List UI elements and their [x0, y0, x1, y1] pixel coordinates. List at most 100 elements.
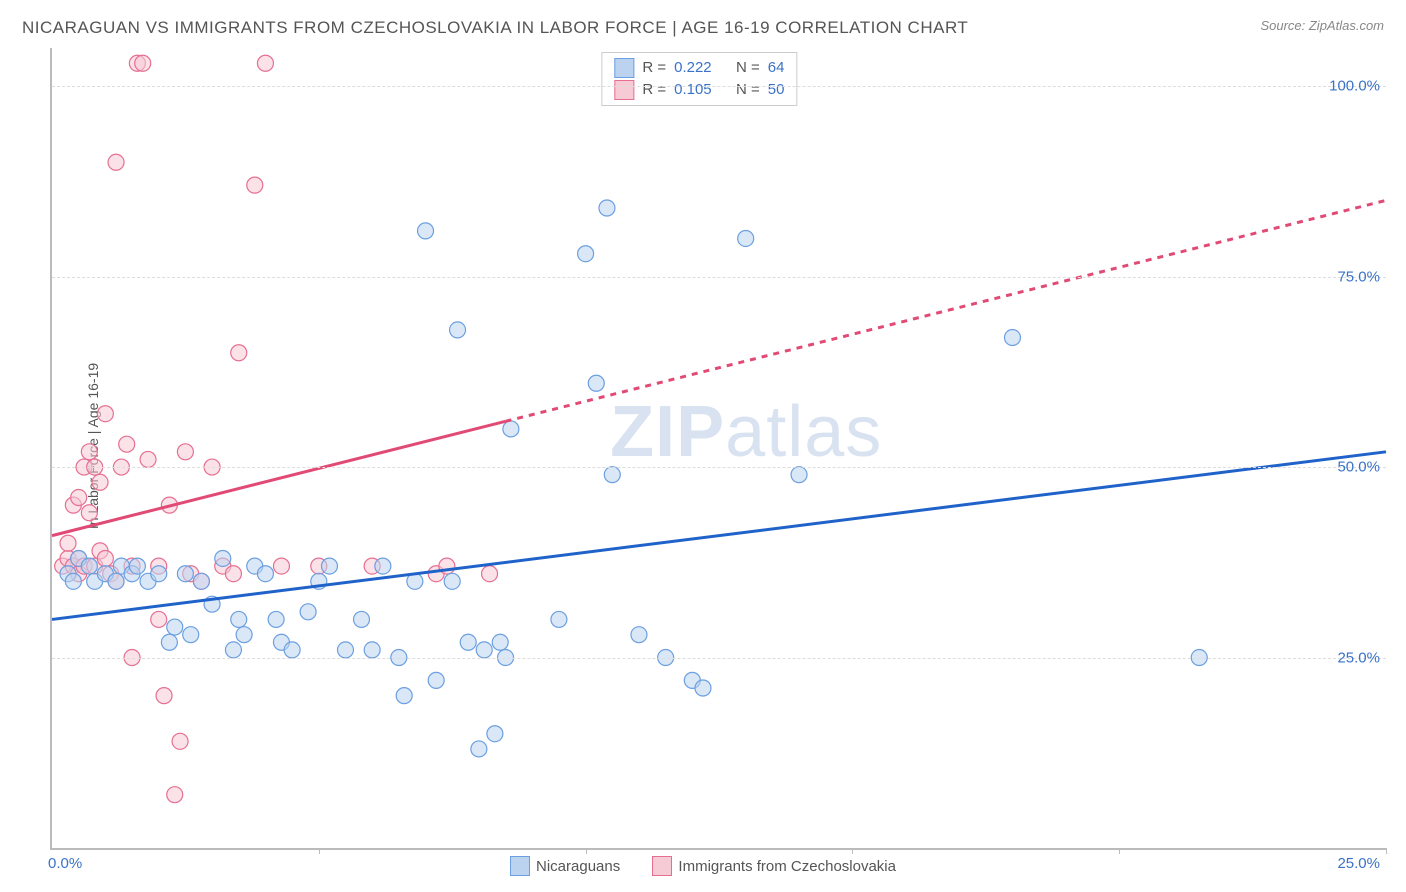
grid-line	[52, 658, 1386, 659]
data-point	[81, 505, 97, 521]
data-point	[273, 558, 289, 574]
data-point	[177, 566, 193, 582]
data-point	[231, 345, 247, 361]
legend-row-a: R = 0.222 N = 64	[614, 57, 784, 79]
data-point	[428, 672, 444, 688]
data-point	[418, 223, 434, 239]
data-point	[167, 787, 183, 803]
legend-item-a: Nicaraguans	[510, 856, 620, 876]
y-grid-label: 25.0%	[1337, 649, 1380, 666]
data-point	[321, 558, 337, 574]
data-point	[695, 680, 711, 696]
data-point	[588, 375, 604, 391]
data-point	[396, 688, 412, 704]
data-point	[599, 200, 615, 216]
data-point	[156, 688, 172, 704]
data-point	[92, 474, 108, 490]
chart-title: NICARAGUAN VS IMMIGRANTS FROM CZECHOSLOV…	[22, 18, 968, 38]
r-value-b: 0.105	[674, 79, 712, 101]
data-point	[97, 550, 113, 566]
data-point	[337, 642, 353, 658]
r-label-a: R =	[642, 57, 666, 79]
data-point	[129, 558, 145, 574]
data-point	[791, 467, 807, 483]
legend-item-b: Immigrants from Czechoslovakia	[652, 856, 896, 876]
regression-line	[506, 200, 1386, 421]
y-grid-label: 75.0%	[1337, 268, 1380, 285]
legend-label-b: Immigrants from Czechoslovakia	[678, 858, 896, 875]
source-credit: Source: ZipAtlas.com	[1260, 18, 1384, 33]
data-point	[172, 733, 188, 749]
y-grid-label: 100.0%	[1329, 78, 1380, 95]
swatch-b	[614, 80, 634, 100]
x-tick	[319, 848, 320, 854]
n-value-b: 50	[768, 79, 785, 101]
swatch-a	[614, 58, 634, 78]
scatter-plot-svg	[52, 48, 1386, 848]
n-value-a: 64	[768, 57, 785, 79]
data-point	[177, 444, 193, 460]
data-point	[65, 573, 81, 589]
data-point	[135, 55, 151, 71]
data-point	[231, 611, 247, 627]
correlation-legend: R = 0.222 N = 64 R = 0.105 N = 50	[601, 52, 797, 106]
r-label-b: R =	[642, 79, 666, 101]
data-point	[161, 634, 177, 650]
data-point	[482, 566, 498, 582]
legend-swatch-a	[510, 856, 530, 876]
n-label-b: N =	[736, 79, 760, 101]
grid-line	[52, 467, 1386, 468]
data-point	[450, 322, 466, 338]
regression-line	[52, 452, 1386, 620]
data-point	[81, 444, 97, 460]
data-point	[119, 436, 135, 452]
data-point	[140, 451, 156, 467]
data-point	[364, 642, 380, 658]
data-point	[375, 558, 391, 574]
data-point	[108, 573, 124, 589]
data-point	[247, 177, 263, 193]
grid-line	[52, 86, 1386, 87]
data-point	[225, 642, 241, 658]
x-tick	[1386, 848, 1387, 854]
data-point	[183, 627, 199, 643]
r-value-a: 0.222	[674, 57, 712, 79]
n-label-a: N =	[736, 57, 760, 79]
chart-area: ZIPatlas R = 0.222 N = 64 R = 0.105 N = …	[50, 48, 1386, 850]
data-point	[167, 619, 183, 635]
grid-line	[52, 277, 1386, 278]
data-point	[268, 611, 284, 627]
data-point	[738, 230, 754, 246]
data-point	[578, 246, 594, 262]
data-point	[97, 406, 113, 422]
data-point	[257, 566, 273, 582]
data-point	[476, 642, 492, 658]
data-point	[108, 154, 124, 170]
data-point	[300, 604, 316, 620]
data-point	[487, 726, 503, 742]
data-point	[471, 741, 487, 757]
regression-line	[52, 421, 506, 535]
data-point	[81, 558, 97, 574]
data-point	[353, 611, 369, 627]
data-point	[551, 611, 567, 627]
data-point	[284, 642, 300, 658]
data-point	[60, 535, 76, 551]
data-point	[604, 467, 620, 483]
x-tick	[586, 848, 587, 854]
legend-label-a: Nicaraguans	[536, 858, 620, 875]
data-point	[503, 421, 519, 437]
data-point	[225, 566, 241, 582]
series-legend: Nicaraguans Immigrants from Czechoslovak…	[0, 856, 1406, 880]
data-point	[257, 55, 273, 71]
legend-row-b: R = 0.105 N = 50	[614, 79, 784, 101]
data-point	[71, 490, 87, 506]
data-point	[1004, 330, 1020, 346]
data-point	[444, 573, 460, 589]
legend-swatch-b	[652, 856, 672, 876]
data-point	[460, 634, 476, 650]
data-point	[215, 550, 231, 566]
data-point	[193, 573, 209, 589]
x-tick	[1119, 848, 1120, 854]
data-point	[492, 634, 508, 650]
